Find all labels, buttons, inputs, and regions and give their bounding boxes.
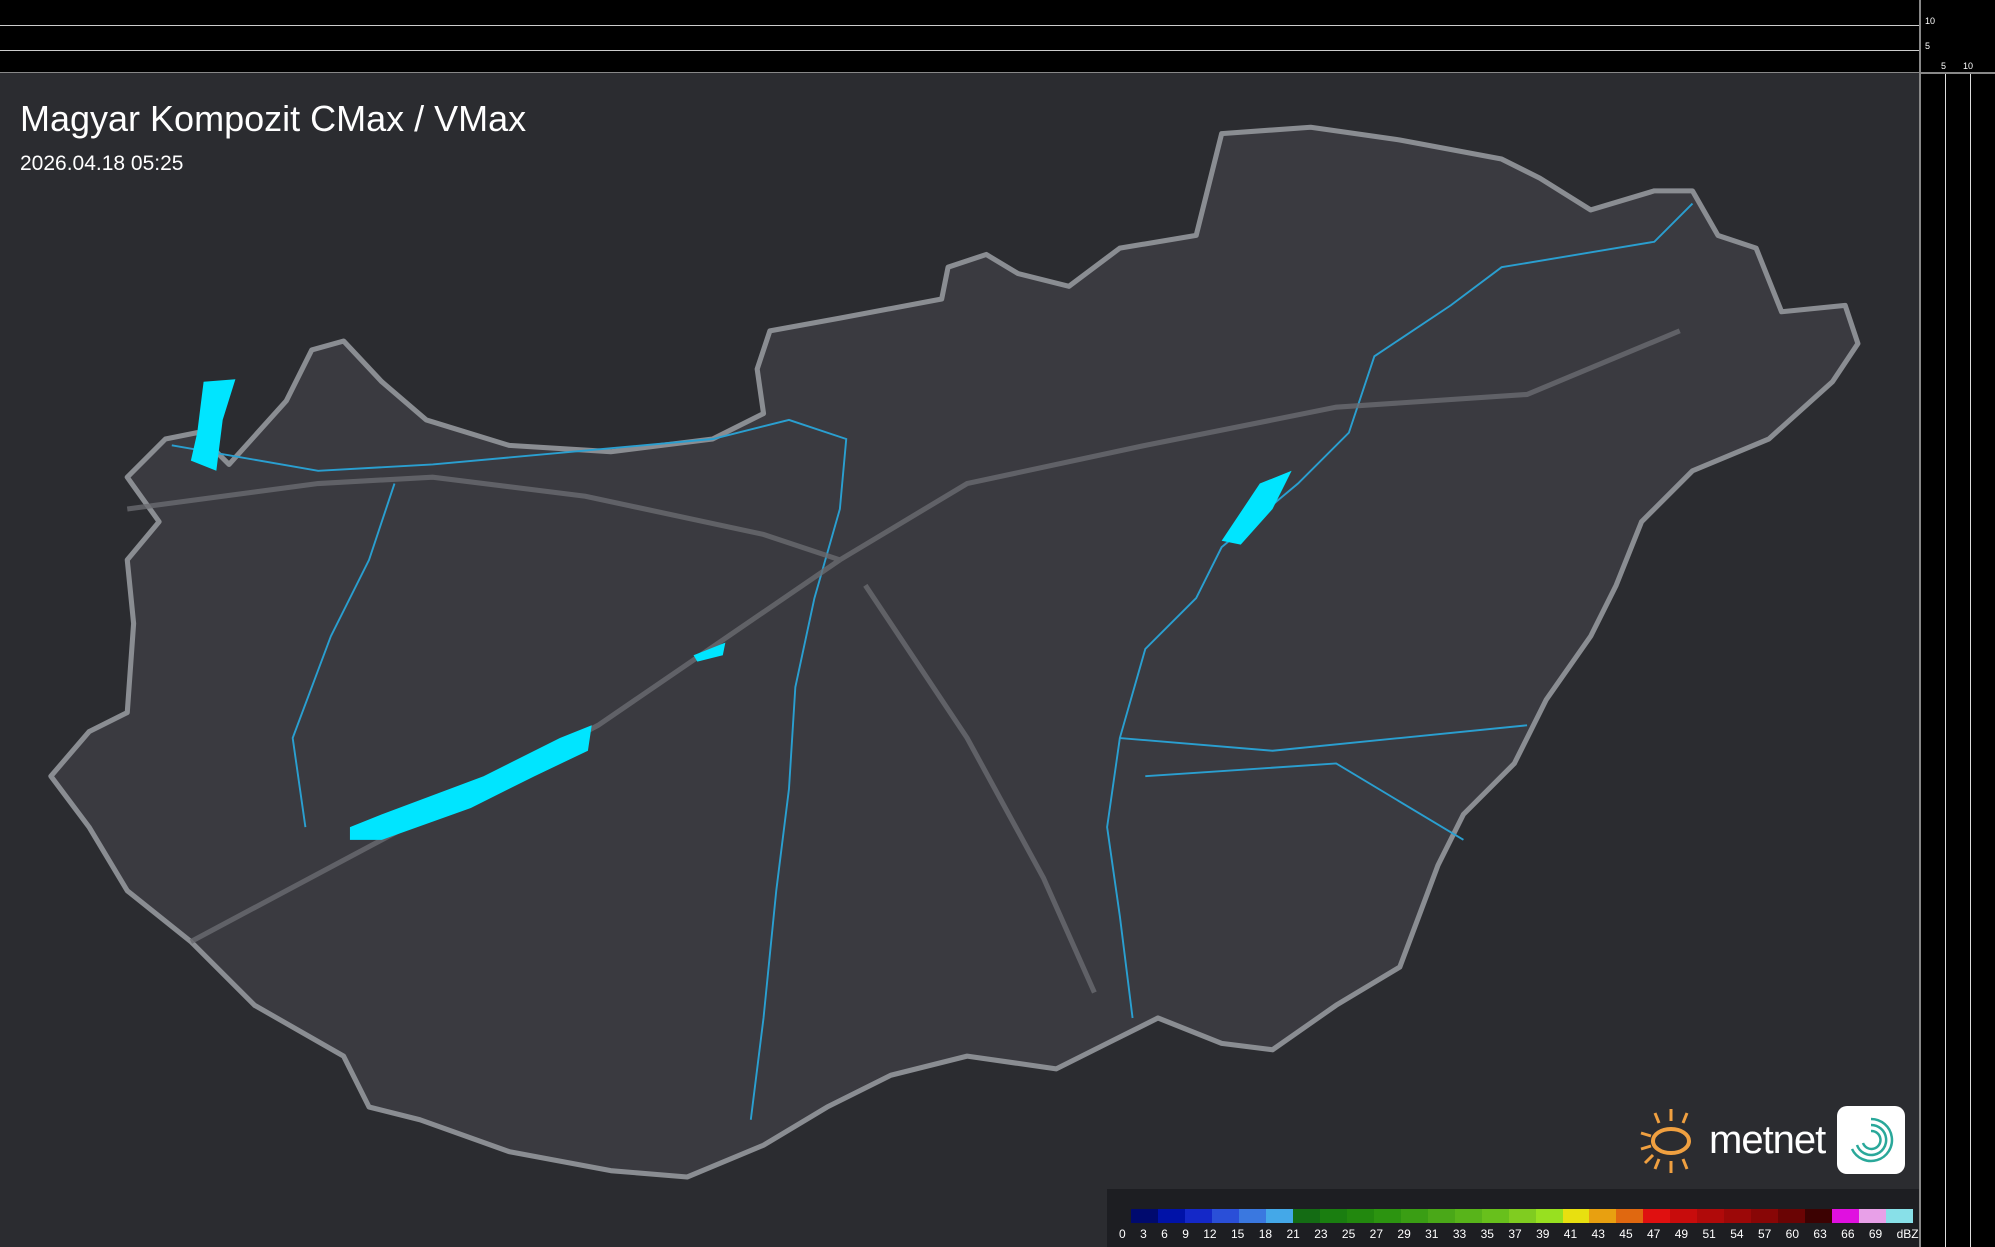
legend-label: 69	[1868, 1227, 1883, 1241]
map-title: Magyar Kompozit CMax / VMax	[20, 98, 527, 139]
legend-label: 45	[1619, 1227, 1633, 1241]
legend-swatch	[1832, 1209, 1860, 1223]
legend-swatch	[1157, 1209, 1185, 1223]
legend-swatch	[1886, 1209, 1914, 1223]
radar-map	[48, 124, 1861, 1180]
legend-label: 31	[1425, 1227, 1439, 1241]
legend-label: 6	[1161, 1227, 1168, 1241]
legend-label: 21	[1286, 1227, 1300, 1241]
legend-label: 60	[1785, 1227, 1800, 1241]
legend-label: 23	[1314, 1227, 1328, 1241]
scale-baseline	[0, 72, 1919, 73]
legend-label: 51	[1702, 1227, 1716, 1241]
legend-label: 49	[1674, 1227, 1689, 1241]
legend-swatch	[1751, 1209, 1779, 1223]
legend-swatch	[1184, 1209, 1212, 1223]
scale-label: 10	[1925, 16, 1936, 26]
legend-label: 66	[1841, 1227, 1855, 1241]
legend-swatch	[1859, 1209, 1887, 1223]
legend-swatch	[1616, 1209, 1644, 1223]
sun-icon	[1640, 1109, 1691, 1173]
legend-label: 54	[1730, 1227, 1744, 1241]
legend-unit: dBZ	[1896, 1227, 1919, 1241]
scale-line-5	[0, 50, 1919, 51]
scale-band	[0, 0, 1919, 73]
legend-label: 41	[1563, 1227, 1578, 1241]
legend-swatch	[1319, 1209, 1347, 1223]
legend-label: 29	[1397, 1227, 1411, 1241]
legend-swatch	[1589, 1209, 1617, 1223]
hungary-outline	[48, 124, 1861, 1180]
legend-swatch	[1562, 1209, 1590, 1223]
legend-colorbar	[1131, 1209, 1914, 1223]
lake-tisza	[1221, 470, 1292, 545]
scale-line-10	[0, 25, 1919, 26]
legend-label: 3	[1140, 1227, 1147, 1241]
map-timestamp: 2026.04.18 05:25	[20, 152, 184, 175]
legend-swatch	[1131, 1209, 1158, 1223]
legend-label: 12	[1203, 1227, 1217, 1241]
swirl-icon	[1837, 1106, 1906, 1174]
legend-label: 37	[1508, 1227, 1522, 1241]
legend-label: 43	[1591, 1227, 1605, 1241]
legend-swatch	[1508, 1209, 1536, 1223]
legend-label: 39	[1536, 1227, 1550, 1241]
legend-label: 27	[1369, 1227, 1384, 1241]
lake-neusiedl	[190, 379, 236, 471]
legend-swatch	[1373, 1209, 1401, 1223]
legend-label: 18	[1258, 1227, 1273, 1241]
scale-label: 10	[1963, 61, 1974, 71]
scale-label: 5	[1941, 61, 1947, 71]
legend-swatch	[1400, 1209, 1428, 1223]
legend-swatch	[1265, 1209, 1293, 1223]
legend-swatch	[1724, 1209, 1752, 1223]
legend-label: 63	[1813, 1227, 1827, 1241]
legend-swatch	[1346, 1209, 1374, 1223]
legend-swatch	[1643, 1209, 1671, 1223]
scale-strip: 10 5 5 10	[1919, 0, 1995, 1247]
legend-label: 9	[1182, 1227, 1189, 1241]
legend-swatch	[1697, 1209, 1725, 1223]
legend-swatch	[1481, 1209, 1509, 1223]
lake-velence	[693, 642, 726, 662]
legend-swatch	[1805, 1209, 1833, 1223]
legend-swatch	[1211, 1209, 1239, 1223]
legend-label: 33	[1452, 1227, 1467, 1241]
legend-swatch	[1454, 1209, 1482, 1223]
legend-swatch	[1238, 1209, 1266, 1223]
legend-label: 57	[1757, 1227, 1772, 1241]
metnet-logo: metnet	[1637, 1105, 1906, 1175]
scale-label: 5	[1925, 41, 1931, 51]
legend-swatch	[1292, 1209, 1320, 1223]
legend-swatch	[1427, 1209, 1455, 1223]
legend-label: 25	[1341, 1227, 1356, 1241]
legend-swatch	[1670, 1209, 1698, 1223]
legend-swatch	[1535, 1209, 1563, 1223]
legend-label: 35	[1480, 1227, 1494, 1241]
legend-label: 47	[1647, 1227, 1661, 1241]
legend-label: 0	[1119, 1227, 1126, 1241]
brand-name: metnet	[1709, 1117, 1826, 1162]
legend-labels: 0 3 6 9 12 15 18 21 23 25 27 29 31 33 35 37 39 41 43 45 47 49…	[1119, 1227, 1919, 1241]
legend-label: 15	[1230, 1227, 1245, 1241]
lake-balaton	[349, 725, 592, 840]
lakes	[190, 379, 1292, 840]
legend-swatch	[1778, 1209, 1806, 1223]
dbz-legend: 0 3 6 9 12 15 18 21 23 25 27 29 31 33 35 37 39 41 43 45 47 49…	[1107, 1189, 1919, 1247]
